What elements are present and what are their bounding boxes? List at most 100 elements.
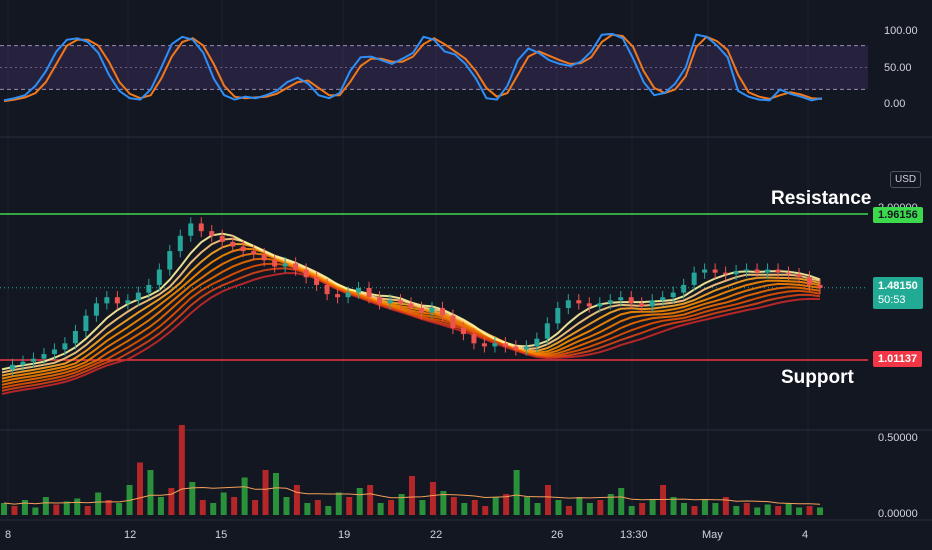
- candle-37: [387, 300, 393, 304]
- support-price-tag: 1.01137: [873, 351, 923, 367]
- osc-tick-50: 50.00: [884, 62, 912, 74]
- candle-36: [377, 297, 383, 304]
- volume-bar-32: [335, 492, 342, 515]
- volume-bar-39: [409, 476, 415, 515]
- volume-bar-30: [314, 500, 321, 515]
- volume-bar-10: [105, 500, 112, 515]
- candle-56: [586, 303, 592, 307]
- volume-bar-68: [712, 503, 719, 515]
- candle-2: [20, 361, 26, 365]
- volume-bar-42: [440, 491, 447, 515]
- candle-63: [660, 297, 666, 301]
- candle-15: [156, 269, 162, 285]
- candle-66: [691, 272, 697, 285]
- candle-33: [345, 292, 351, 298]
- last-price-value: 1.48150: [878, 280, 918, 292]
- candle-57: [597, 303, 603, 307]
- resistance-price-tag: 1.96156: [873, 207, 923, 223]
- x-tick-8: 8: [5, 529, 12, 541]
- volume-ma-line: [3, 486, 821, 505]
- volume-bar-52: [545, 485, 551, 515]
- x-tick-4: 4: [802, 529, 809, 541]
- volume-bar-60: [628, 506, 635, 515]
- volume-bar-36: [377, 503, 384, 515]
- volume-bar-61: [639, 503, 646, 515]
- volume-bar-70: [733, 506, 740, 515]
- candle-38: [398, 300, 404, 304]
- volume-bar-48: [503, 494, 510, 515]
- volume-bar-78: [817, 507, 823, 515]
- volume-bar-19: [199, 500, 206, 515]
- volume-bar-63: [660, 485, 667, 515]
- volume-bar-56: [586, 503, 593, 515]
- volume-bar-25: [262, 470, 269, 515]
- osc-tick-0: 0.00: [884, 98, 906, 110]
- candle-22: [230, 241, 236, 247]
- x-tick-19: 19: [338, 529, 351, 541]
- candle-19: [198, 223, 204, 232]
- volume-bar-71: [743, 503, 750, 515]
- candle-7: [72, 331, 78, 344]
- volume-bar-16: [168, 488, 175, 515]
- volume-bar-47: [492, 497, 499, 515]
- candle-26: [272, 260, 278, 267]
- volume-bar-6: [63, 501, 70, 515]
- candle-17: [177, 235, 183, 252]
- currency-label[interactable]: USD: [890, 171, 922, 188]
- candle-64: [670, 292, 676, 298]
- volume-bar-75: [785, 503, 792, 515]
- volume-bar-7: [74, 498, 81, 515]
- candle-60: [628, 297, 634, 304]
- candle-50: [523, 346, 529, 350]
- volume-bar-1: [11, 506, 18, 515]
- candle-76: [796, 274, 802, 278]
- candle-69: [723, 272, 729, 275]
- volume-bar-33: [346, 497, 353, 515]
- volume-bar-43: [450, 497, 457, 515]
- candle-49: [513, 346, 519, 350]
- candle-42: [439, 307, 445, 316]
- candle-54: [565, 300, 571, 308]
- volume-bar-3: [32, 507, 39, 515]
- volume-bar-41: [429, 482, 436, 515]
- candle-16: [167, 251, 173, 270]
- volume-bar-23: [241, 477, 248, 515]
- volume-bar-4: [42, 497, 49, 515]
- candle-34: [356, 287, 362, 293]
- volume-bar-67: [701, 500, 708, 515]
- candle-68: [712, 269, 718, 273]
- volume-bar-2: [21, 500, 28, 515]
- candle-14: [146, 284, 152, 293]
- volume-bar-22: [231, 497, 238, 515]
- volume-bar-9: [95, 492, 102, 515]
- volume-bar-50: [524, 497, 531, 515]
- volume-bar-72: [754, 507, 761, 515]
- candle-74: [775, 269, 781, 273]
- candle-23: [240, 246, 246, 252]
- candle-67: [702, 269, 708, 273]
- candle-62: [649, 300, 655, 307]
- volume-bar-14: [147, 470, 154, 515]
- candle-31: [324, 284, 330, 295]
- candle-27: [282, 263, 288, 267]
- candle-53: [555, 307, 561, 324]
- candle-35: [366, 287, 372, 298]
- candle-77: [807, 277, 813, 285]
- candle-39: [408, 303, 414, 308]
- volume-bar-44: [461, 503, 468, 515]
- resistance-annotation: Resistance: [771, 188, 872, 209]
- candle-47: [492, 343, 498, 347]
- volume-bar-77: [806, 506, 813, 515]
- volume-bar-66: [691, 506, 698, 515]
- stoch-d-line: [3, 33, 823, 103]
- candle-61: [639, 303, 645, 307]
- candle-9: [93, 303, 99, 316]
- osc-tick-100: 100.00: [884, 25, 918, 37]
- volume-bar-76: [796, 507, 803, 515]
- stoch-k-line: [3, 32, 823, 102]
- volume-bar-5: [53, 504, 60, 515]
- volume-bar-65: [681, 503, 687, 515]
- candle-25: [261, 254, 267, 261]
